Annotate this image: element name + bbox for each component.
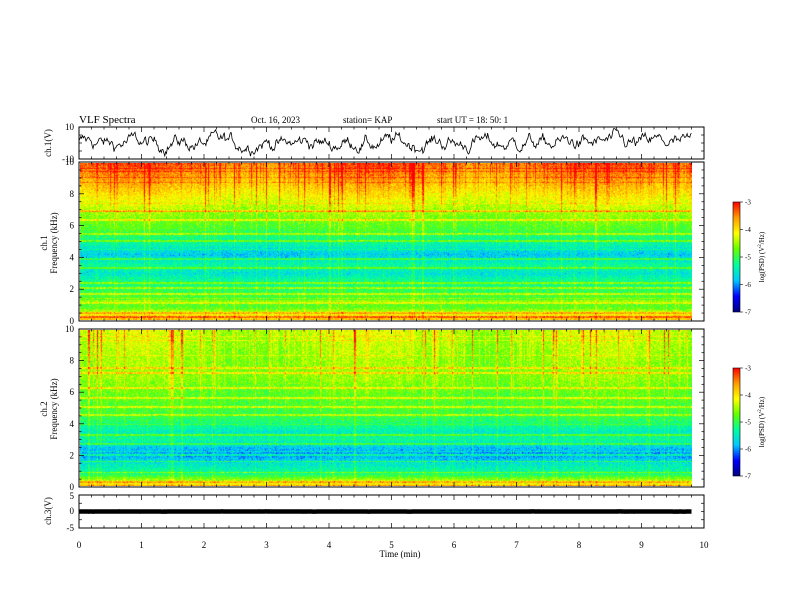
time-tick-label: 4 xyxy=(327,540,332,550)
ch1-spectrogram-image xyxy=(80,163,692,320)
time-tick-label: 9 xyxy=(639,540,644,550)
freq-ytick-label: 4 xyxy=(70,419,75,429)
ch2-colorbar-ramp xyxy=(732,367,741,477)
ch1-colorbar: -3 -4 -5 -6 -7 log(PSD) (V2/Hz) xyxy=(732,199,766,317)
colorbar-tick-label: -3 xyxy=(745,365,751,373)
freq-ytick-label: 6 xyxy=(70,221,75,231)
freq-ytick-label: 0 xyxy=(70,482,75,492)
freq-ytick-label: 8 xyxy=(70,189,75,199)
ch2-colorbar-label: log(PSD) (V2/Hz) xyxy=(758,396,766,447)
colorbar-tick-label: -7 xyxy=(745,309,751,317)
freq-ytick-label: 2 xyxy=(70,450,75,460)
time-tick-label: 5 xyxy=(389,540,394,550)
ch1-colorbar-label-main: log(PSD) (V xyxy=(758,247,766,283)
ch2-spectrogram-panel: 0 2 4 6 8 10 ch.2 Frequency (kHz) xyxy=(39,324,705,492)
ch2-spectrogram-ylabel-channel: ch.2 xyxy=(39,401,49,416)
time-tick-label: 6 xyxy=(452,540,457,550)
time-tick-label: 10 xyxy=(700,540,710,550)
ch2-colorbar-label-sup: 2 xyxy=(758,409,763,412)
ch1-spectrogram-ticks xyxy=(78,161,705,322)
ch3-waveform-ticks xyxy=(78,494,705,529)
colorbar-tick-label: -7 xyxy=(745,473,751,481)
colorbar-tick-label: -3 xyxy=(745,199,751,207)
ch1-ytick-top: 10 xyxy=(65,122,75,132)
ch3-ytick-mid: 0 xyxy=(70,506,75,516)
ch1-spectrogram-panel: 0 2 4 6 8 10 ch.1 Frequency (kHz) xyxy=(39,157,705,326)
time-tick-label: 8 xyxy=(577,540,582,550)
ch2-spectrogram-ylabel-frequency: Frequency (kHz) xyxy=(49,378,59,439)
ch2-colorbar: -3 -4 -5 -6 -7 log(PSD) (V2/Hz) xyxy=(732,365,766,481)
ch1-waveform-ylabel: ch.1(V) xyxy=(43,129,53,157)
ch1-spectrogram-ylabel-channel: ch.1 xyxy=(39,235,49,250)
time-tick-label: 2 xyxy=(202,540,207,550)
ch1-colorbar-ticks: -3 -4 -5 -6 -7 xyxy=(740,199,751,317)
freq-ytick-label: 6 xyxy=(70,387,75,397)
ch2-spectrogram-image xyxy=(80,330,692,486)
ch3-waveform-panel: 5 0 -5 ch.3(V) xyxy=(43,491,705,533)
ch2-frequency-ticklabels: 0 2 4 6 8 10 xyxy=(65,324,75,492)
time-tick-label: 3 xyxy=(264,540,269,550)
date-label: Oct. 16, 2023 xyxy=(251,115,300,125)
station-label: station= KAP xyxy=(343,115,392,125)
colorbar-tick-label: -4 xyxy=(745,392,751,400)
time-tick-label: 7 xyxy=(514,540,519,550)
ch2-colorbar-label-main: log(PSD) (V xyxy=(758,412,766,448)
freq-ytick-label: 10 xyxy=(65,324,75,334)
ch3-ytick-bottom: -5 xyxy=(67,523,75,533)
ch3-ytick-top: 5 xyxy=(70,491,75,501)
ch1-waveform-ticks xyxy=(78,126,705,160)
ch1-colorbar-label-sup: 2 xyxy=(758,244,763,247)
ch1-colorbar-label-end: /Hz) xyxy=(758,231,766,244)
ch2-colorbar-ticks: -3 -4 -5 -6 -7 xyxy=(740,365,751,481)
colorbar-tick-label: -6 xyxy=(745,446,751,454)
freq-ytick-label: 8 xyxy=(70,356,75,366)
freq-ytick-label: 2 xyxy=(70,284,75,294)
figure-title: VLF Spectra xyxy=(79,114,136,126)
ch2-spectrogram-ticks xyxy=(78,328,705,488)
start-time-label: start UT = 18: 50: 1 xyxy=(437,115,508,125)
colorbar-tick-label: -6 xyxy=(745,281,751,289)
time-axis-label: Time (min) xyxy=(380,549,421,559)
ch3-waveform-ylabel: ch.3(V) xyxy=(43,497,53,525)
ch1-colorbar-ramp xyxy=(732,201,741,313)
ch1-waveform-panel: 10 -10 ch.1(V) xyxy=(43,122,705,164)
colorbar-tick-label: -5 xyxy=(745,254,751,262)
ch1-spectrogram-ylabel-frequency: Frequency (kHz) xyxy=(49,212,59,273)
time-tick-label: 1 xyxy=(139,540,144,550)
colorbar-tick-label: -4 xyxy=(745,226,751,234)
freq-ytick-label: 4 xyxy=(70,252,75,262)
ch1-ytick-bottom: -10 xyxy=(62,154,74,164)
freq-ytick-label: 10 xyxy=(65,157,75,167)
ch1-waveform-trace xyxy=(78,128,692,158)
ch1-colorbar-label: log(PSD) (V2/Hz) xyxy=(758,231,766,282)
time-tick-label: 0 xyxy=(77,540,82,550)
freq-ytick-label: 0 xyxy=(70,316,75,326)
ch2-colorbar-label-end: /Hz) xyxy=(758,396,766,409)
colorbar-tick-label: -5 xyxy=(745,419,751,427)
ch1-frequency-ticklabels: 0 2 4 6 8 10 xyxy=(65,157,75,326)
time-axis-ticklabels: 0 1 2 3 4 5 6 7 8 9 10 xyxy=(77,540,709,550)
